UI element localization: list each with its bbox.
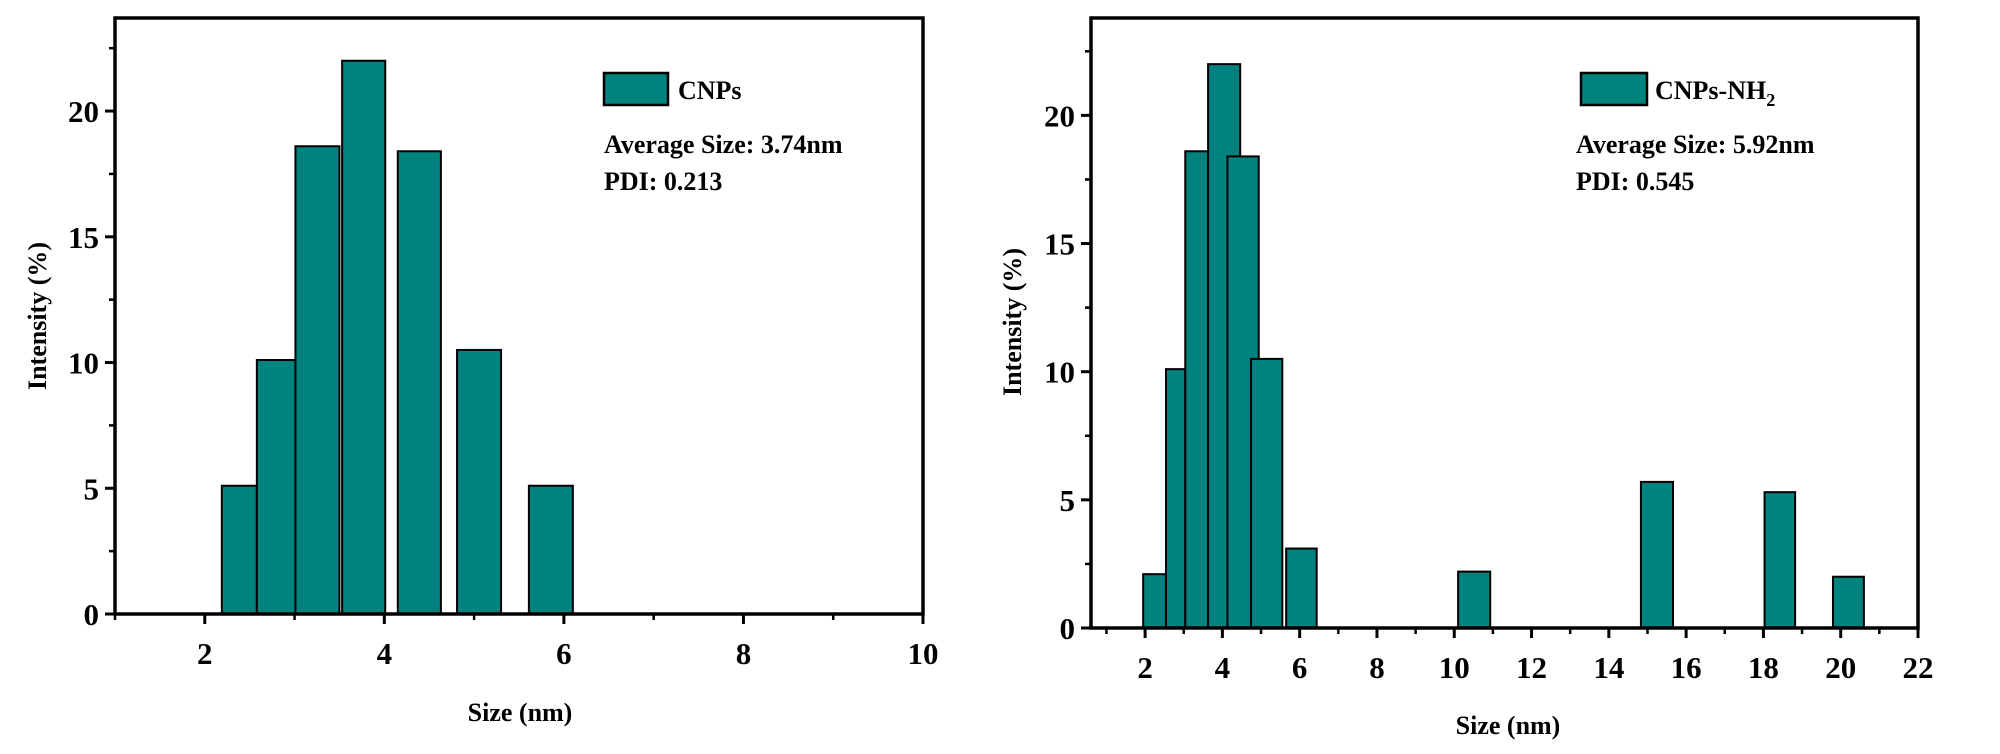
y-axis-label: Intensity (%) [23, 242, 52, 390]
plot-frame [113, 16, 925, 616]
x-tick-label: 8 [736, 636, 752, 671]
chart-cnps-nh2: Size (nm) Intensity (%) CNPs-NH2 Average… [998, 16, 1934, 740]
y-tick-label: 0 [1060, 611, 1076, 646]
bars [220, 59, 574, 616]
bar [1164, 368, 1187, 629]
legend-label-subscript: 2 [1766, 90, 1775, 110]
bar [255, 359, 297, 616]
bar [456, 348, 503, 615]
x-tick-label: 4 [1215, 650, 1231, 685]
bar [1457, 570, 1492, 630]
bar [1639, 480, 1674, 629]
y-tick-label: 0 [84, 597, 100, 632]
legend-label: CNPs [678, 76, 742, 105]
x-tick-label: 18 [1748, 650, 1779, 685]
x-tick-label: 22 [1903, 650, 1934, 685]
chart-cnps: Size (nm) Intensity (%) CNPs Average Siz… [23, 16, 939, 727]
plot-frame [1089, 16, 1920, 630]
y-tick-label: 15 [68, 220, 99, 255]
x-tick-label: 16 [1671, 650, 1702, 685]
y-axis-label: Intensity (%) [998, 248, 1027, 396]
bar [396, 150, 442, 615]
pdi-annotation: PDI: 0.213 [604, 167, 722, 196]
y-tick-label: 5 [84, 471, 100, 506]
x-axis-label: Size (nm) [1456, 711, 1561, 740]
x-tick-label: 12 [1516, 650, 1547, 685]
x-tick-label: 6 [556, 636, 572, 671]
legend-swatch [602, 71, 670, 107]
bar [1184, 150, 1210, 629]
bar [1142, 573, 1167, 629]
x-tick-label: 4 [377, 636, 393, 671]
x-tick-label: 20 [1825, 650, 1856, 685]
bar [341, 59, 387, 616]
bar [220, 484, 258, 615]
x-tick-label: 2 [197, 636, 213, 671]
bar [294, 145, 341, 615]
y-tick-label: 5 [1060, 483, 1076, 518]
average-size-annotation: Average Size: 3.74nm [604, 130, 843, 159]
bar [1763, 491, 1797, 629]
x-axis-label: Size (nm) [468, 698, 573, 727]
average-size-annotation: Average Size: 5.92nm [1576, 130, 1815, 159]
bar [527, 484, 574, 615]
bar [1831, 575, 1865, 630]
bar [1285, 547, 1318, 629]
x-tick-label: 10 [1439, 650, 1470, 685]
pdi-annotation: PDI: 0.545 [1576, 167, 1694, 196]
legend-label: CNPs-NH2 [1655, 76, 1775, 110]
x-tick-label: 2 [1137, 650, 1153, 685]
x-tick-label: 10 [908, 636, 939, 671]
legend-swatch [1579, 71, 1649, 107]
y-tick-label: 20 [1044, 98, 1075, 133]
y-tick-label: 15 [1044, 227, 1075, 262]
x-tick-label: 8 [1369, 650, 1385, 685]
y-tick-label: 10 [1044, 355, 1075, 390]
y-tick-label: 20 [68, 94, 99, 129]
x-tick-label: 14 [1593, 650, 1624, 685]
bar [1249, 357, 1284, 629]
y-tick-label: 10 [68, 346, 99, 381]
legend-label-main: CNPs-NH [1655, 76, 1766, 105]
x-tick-label: 6 [1292, 650, 1308, 685]
